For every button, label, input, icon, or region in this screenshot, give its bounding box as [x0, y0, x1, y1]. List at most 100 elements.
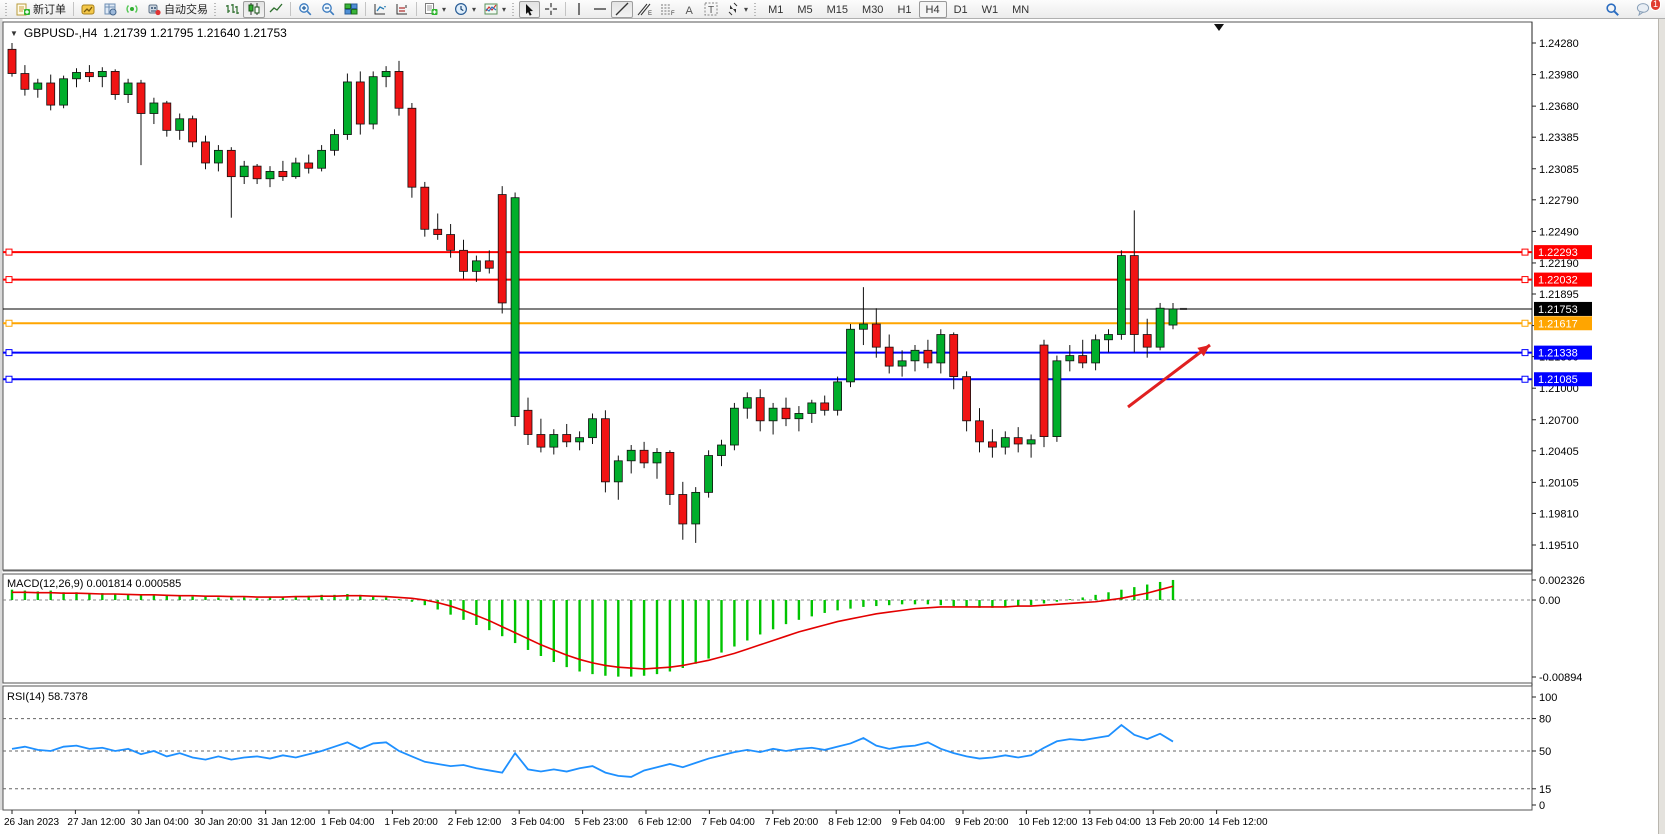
price-badge [1534, 316, 1592, 331]
tile-windows-icon [344, 3, 358, 15]
line-handle[interactable] [1521, 349, 1529, 357]
chart-dropdown-icon[interactable]: ▼ [10, 28, 18, 38]
new-order-label: 新订单 [33, 4, 66, 16]
line-handle[interactable] [5, 375, 13, 383]
svg-text:T: T [708, 5, 714, 16]
market-watch-button[interactable] [99, 1, 121, 18]
svg-text:1.20700: 1.20700 [1539, 415, 1579, 427]
fibonacci-button[interactable]: F [656, 1, 679, 18]
equidistant-channel-icon: E [637, 3, 652, 16]
timeframe-button-m15[interactable]: M15 [826, 3, 849, 16]
price-badge [1534, 245, 1592, 260]
line-handle[interactable] [5, 319, 13, 327]
line-handle[interactable] [5, 248, 13, 256]
line-handle[interactable] [1521, 276, 1529, 284]
main-panel-border [2, 21, 1533, 571]
candles [7, 43, 1178, 543]
text-label-button[interactable]: T [700, 1, 722, 18]
macd-signal-line [12, 585, 1174, 670]
svg-text:30 Jan 20:00: 30 Jan 20:00 [194, 817, 252, 828]
timeframe-button-m30[interactable]: M30 [862, 3, 884, 16]
new-order-icon [16, 3, 30, 16]
svg-text:6 Feb 12:00: 6 Feb 12:00 [638, 817, 692, 828]
tile-windows-button[interactable] [340, 1, 362, 18]
current-price-line-1.21753[interactable]: 1.21753 [3, 301, 1592, 316]
vertical-line-button[interactable] [569, 1, 589, 18]
zoom-in-button[interactable] [294, 1, 317, 18]
macd-panel-border [2, 573, 1533, 684]
toolbar-drag-handle[interactable] [5, 2, 10, 16]
timeframe-button-m5[interactable]: M5 [797, 3, 813, 16]
line-handle[interactable] [1521, 248, 1529, 256]
line-handle[interactable] [5, 276, 13, 284]
auto-trading-button[interactable]: 自动交易 [143, 1, 212, 18]
chart-window-button[interactable] [77, 1, 99, 18]
macd-panel: 0.002326 0.00 -0.00894 [3, 575, 1585, 684]
horizontal-level-line-1.22293[interactable]: 1.22293 [3, 245, 1592, 260]
price-badge [1534, 372, 1592, 387]
cursor-icon [526, 3, 534, 16]
horizontal-line-button[interactable] [589, 1, 611, 18]
search-button[interactable] [1601, 1, 1624, 18]
horizontal-level-line-1.21617[interactable]: 1.21617 [3, 316, 1592, 331]
horizontal-level-line-1.21338[interactable]: 1.21338 [3, 345, 1592, 360]
toolbar-drag-handle[interactable] [512, 2, 518, 16]
arrows-dropdown[interactable]: ▾ [722, 1, 752, 18]
horizontal-level-line-1.22032[interactable]: 1.22032 [3, 272, 1592, 287]
toolbar-separator [565, 2, 567, 16]
svg-text:13 Feb 04:00: 13 Feb 04:00 [1082, 817, 1141, 828]
chart-shift-marker-icon[interactable] [1214, 24, 1224, 31]
chart-symbol-timeframe: GBPUSD-,H4 [23, 26, 98, 40]
line-chart-button[interactable] [265, 1, 287, 18]
crosshair-icon [545, 3, 558, 15]
toolbar-drag-handle[interactable] [214, 2, 219, 16]
horizontal-level-line-1.21085[interactable]: 1.21085 [3, 372, 1592, 387]
line-handle[interactable] [1521, 319, 1529, 327]
toolbar-separator [365, 2, 366, 16]
periods-dropdown[interactable]: ▾ [450, 1, 480, 18]
line-handle[interactable] [5, 349, 13, 357]
cursor-button[interactable] [519, 0, 541, 18]
bar-chart-button[interactable] [221, 1, 243, 18]
bar-chart-icon [226, 4, 239, 14]
macd-indicator-label: MACD(12,26,9) 0.001814 0.000585 [7, 578, 182, 590]
timeframe-button-mn[interactable]: MN [1012, 3, 1030, 16]
svg-text:1.22190: 1.22190 [1539, 258, 1579, 270]
candlestick-chart-button[interactable] [243, 0, 265, 18]
new-order-button[interactable]: 新订单 [12, 1, 70, 18]
timeframe-button-w1[interactable]: W1 [981, 3, 999, 16]
new-chart-dropdown[interactable]: ▾ [420, 1, 450, 18]
svg-text:1.23680: 1.23680 [1539, 101, 1579, 113]
chart-window-icon [81, 4, 95, 15]
timeframe-group: M1 M5 M15 M30 H1 H4 D1 W1 MN [761, 0, 1036, 19]
svg-text:9 Feb 20:00: 9 Feb 20:00 [955, 817, 1009, 828]
price-badge [1534, 301, 1592, 316]
notifications-button[interactable]: 1 [1632, 0, 1661, 18]
timeframe-button-d1[interactable]: D1 [953, 3, 968, 16]
signals-button[interactable] [121, 1, 143, 18]
indicator-separate-button[interactable] [391, 1, 413, 18]
timeframe-button-m1[interactable]: M1 [768, 3, 784, 16]
arrows-icon [728, 2, 738, 16]
svg-text:100: 100 [1539, 692, 1557, 704]
crosshair-button[interactable] [540, 1, 562, 18]
chart-canvas[interactable]: 1.24280 1.23980 1.23680 1.23385 1.23085 1.227… [0, 19, 1665, 834]
timeframe-button-h1[interactable]: H1 [897, 3, 912, 16]
line-handle[interactable] [1521, 375, 1529, 383]
indicators-dropdown[interactable]: ▾ [480, 1, 510, 18]
chart-window[interactable]: 1.24280 1.23980 1.23680 1.23385 1.23085 1.227… [0, 19, 1665, 834]
svg-text:15: 15 [1539, 784, 1551, 796]
toolbar-drag-handle[interactable] [754, 2, 760, 16]
auto-trading-label: 自动交易 [164, 4, 208, 16]
zoom-out-button[interactable] [317, 1, 340, 18]
timeframe-button-h4[interactable]: H4 [918, 1, 947, 19]
equidistant-channel-button[interactable]: E [633, 1, 656, 18]
trendline-button[interactable] [611, 0, 634, 18]
toolbar: 新订单 自动交易 [0, 0, 1665, 19]
right-scroll-strip[interactable] [1658, 19, 1665, 834]
chat-bubble-icon [1636, 3, 1650, 16]
trend-arrow-annotation[interactable] [1127, 343, 1211, 409]
text-button[interactable]: A [679, 1, 700, 18]
indicator-window-button[interactable] [369, 1, 391, 18]
trendline-icon [615, 2, 629, 16]
